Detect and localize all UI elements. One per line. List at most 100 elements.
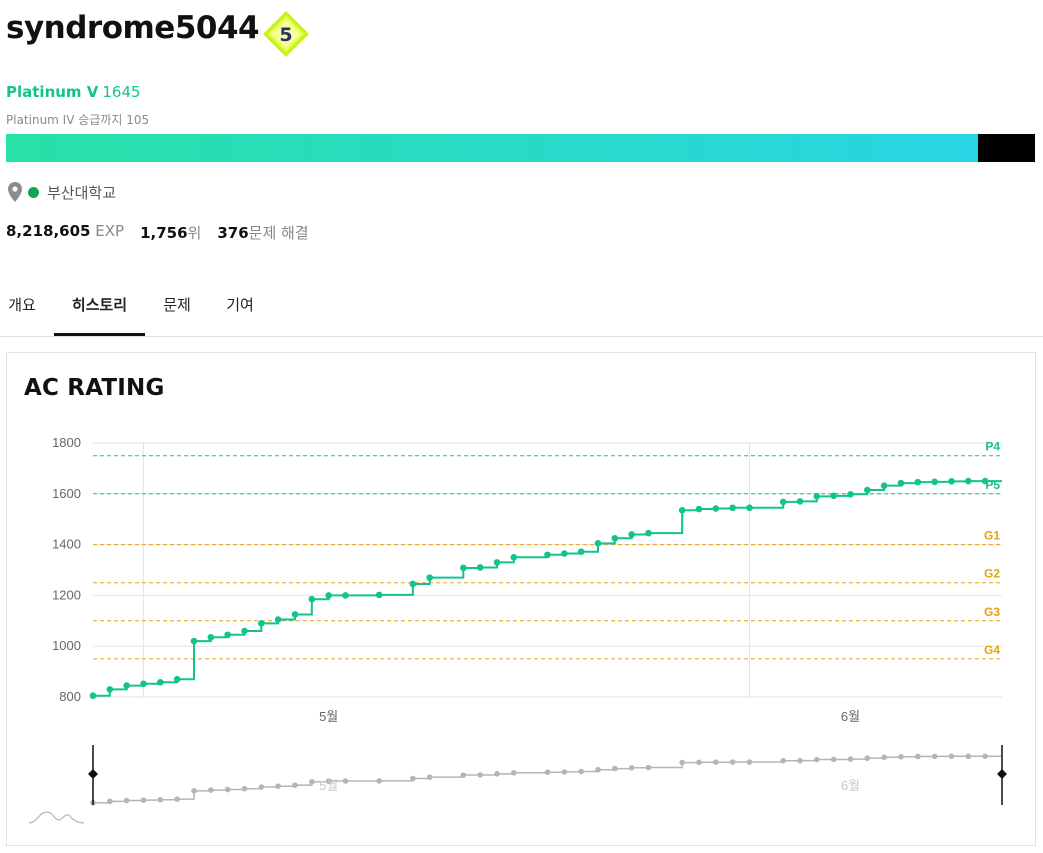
rating-point — [931, 478, 938, 486]
rank-unit: 위 — [187, 224, 202, 242]
x-tick-label: 6월 — [841, 709, 860, 724]
navigator-point — [376, 778, 382, 784]
navigator-point — [561, 769, 568, 775]
organization-row[interactable]: 부산대학교 — [8, 181, 116, 203]
tab-contributions[interactable]: 기여 — [226, 296, 254, 314]
rating-point — [981, 477, 989, 485]
rating-point — [695, 505, 703, 513]
navigator-point — [729, 759, 736, 765]
promotion-text: Platinum IV 승급까지 105 — [6, 113, 150, 127]
tier-badge-level: 5 — [279, 24, 292, 46]
rating-point — [914, 478, 922, 486]
rating-point — [123, 682, 130, 689]
navigator-left-handle[interactable] — [88, 769, 98, 779]
navigator-point — [814, 756, 820, 763]
tab-problems[interactable]: 문제 — [163, 296, 191, 314]
rating-point — [779, 498, 787, 506]
tier-threshold-label: G4 — [984, 643, 1000, 657]
rating-point — [830, 492, 837, 500]
navigator-point — [713, 759, 719, 765]
rating-point — [291, 611, 299, 618]
navigator-point — [746, 759, 753, 765]
navigator-point — [157, 797, 164, 803]
rating-point — [611, 534, 619, 542]
navigator-point — [208, 787, 214, 793]
navigator-point — [965, 753, 972, 760]
exp-stat: 8,218,605 EXP — [6, 222, 124, 243]
tier-threshold-label: P4 — [985, 440, 1000, 454]
rating-point — [948, 478, 955, 485]
rating-point — [712, 505, 720, 512]
exp-unit: EXP — [95, 222, 125, 240]
rating-point — [678, 507, 686, 514]
rating-point — [813, 493, 821, 500]
navigator-point — [595, 766, 601, 773]
solved-unit: 문제 해결 — [248, 224, 309, 242]
y-tick-label: 1800 — [52, 435, 81, 450]
rating-point — [510, 554, 518, 561]
navigator-point — [325, 778, 332, 784]
navigator-point — [426, 774, 433, 780]
school-name[interactable]: 부산대학교 — [47, 183, 117, 202]
y-tick-label: 1000 — [52, 638, 81, 653]
rating-point — [493, 559, 501, 566]
navigator-point — [174, 796, 180, 802]
rating-point — [308, 595, 316, 603]
rating-history-card: AC RATING P4 P5 G1 G2 G3 G4 800 1000 1200 1400 16… — [6, 352, 1036, 846]
tab-history[interactable]: 히스토리 — [54, 284, 145, 336]
tier-threshold-label: G1 — [984, 529, 1000, 543]
y-tick-label: 1200 — [52, 587, 81, 602]
rating-point — [190, 637, 198, 645]
navigator-point — [107, 798, 113, 805]
y-tick-label: 800 — [59, 689, 81, 704]
navigator-point — [140, 797, 147, 803]
rating-point — [426, 574, 433, 581]
navigator-point — [931, 753, 938, 760]
rating-point — [106, 686, 114, 693]
navigator-point — [460, 772, 467, 778]
navigator-point — [224, 786, 231, 793]
chart-navigator-icon — [28, 811, 85, 824]
rating-point — [561, 550, 568, 557]
navigator-point — [191, 788, 197, 794]
rating-point — [409, 580, 417, 588]
rating-point — [544, 551, 551, 559]
rating-point — [274, 616, 282, 623]
status-dot-icon — [28, 186, 39, 198]
chart-title: AC RATING — [24, 375, 165, 401]
tab-overview[interactable]: 개요 — [8, 296, 36, 314]
profile-tabs: 개요 히스토리 문제 기여 — [0, 284, 1043, 337]
rank-value: 1,756 — [140, 224, 188, 242]
navigator-right-handle[interactable] — [997, 769, 1007, 779]
rating-point — [796, 498, 804, 505]
rating-point — [645, 529, 652, 537]
navigator-x-tick-label: 6월 — [841, 778, 860, 793]
navigator-point — [410, 775, 416, 782]
x-tick-label: 5월 — [319, 709, 338, 724]
tier-progress-fill — [6, 134, 979, 162]
tier-level-badge-icon: 5 — [263, 11, 309, 57]
rating-point — [89, 692, 97, 700]
rating-point — [207, 634, 215, 641]
rating-point — [594, 540, 602, 547]
solved-value: 376 — [217, 224, 249, 242]
rating-point — [847, 491, 854, 498]
rating-point — [241, 627, 248, 635]
navigator-point — [982, 753, 988, 760]
rating-point — [460, 564, 467, 572]
navigator-point — [830, 756, 837, 763]
rating-point — [342, 592, 349, 599]
tier-progress-bar — [6, 134, 1035, 162]
navigator-point — [544, 769, 551, 775]
navigator-series-line — [93, 755, 1002, 804]
solved-stat: 376문제 해결 — [217, 222, 308, 243]
rating-point — [880, 482, 888, 489]
navigator-point — [511, 769, 517, 776]
y-tick-label: 1400 — [52, 537, 81, 552]
navigator-point — [780, 757, 786, 764]
navigator-point — [275, 783, 281, 790]
rating-point — [729, 504, 736, 512]
rating-point — [375, 591, 383, 599]
navigator-point — [342, 778, 349, 784]
